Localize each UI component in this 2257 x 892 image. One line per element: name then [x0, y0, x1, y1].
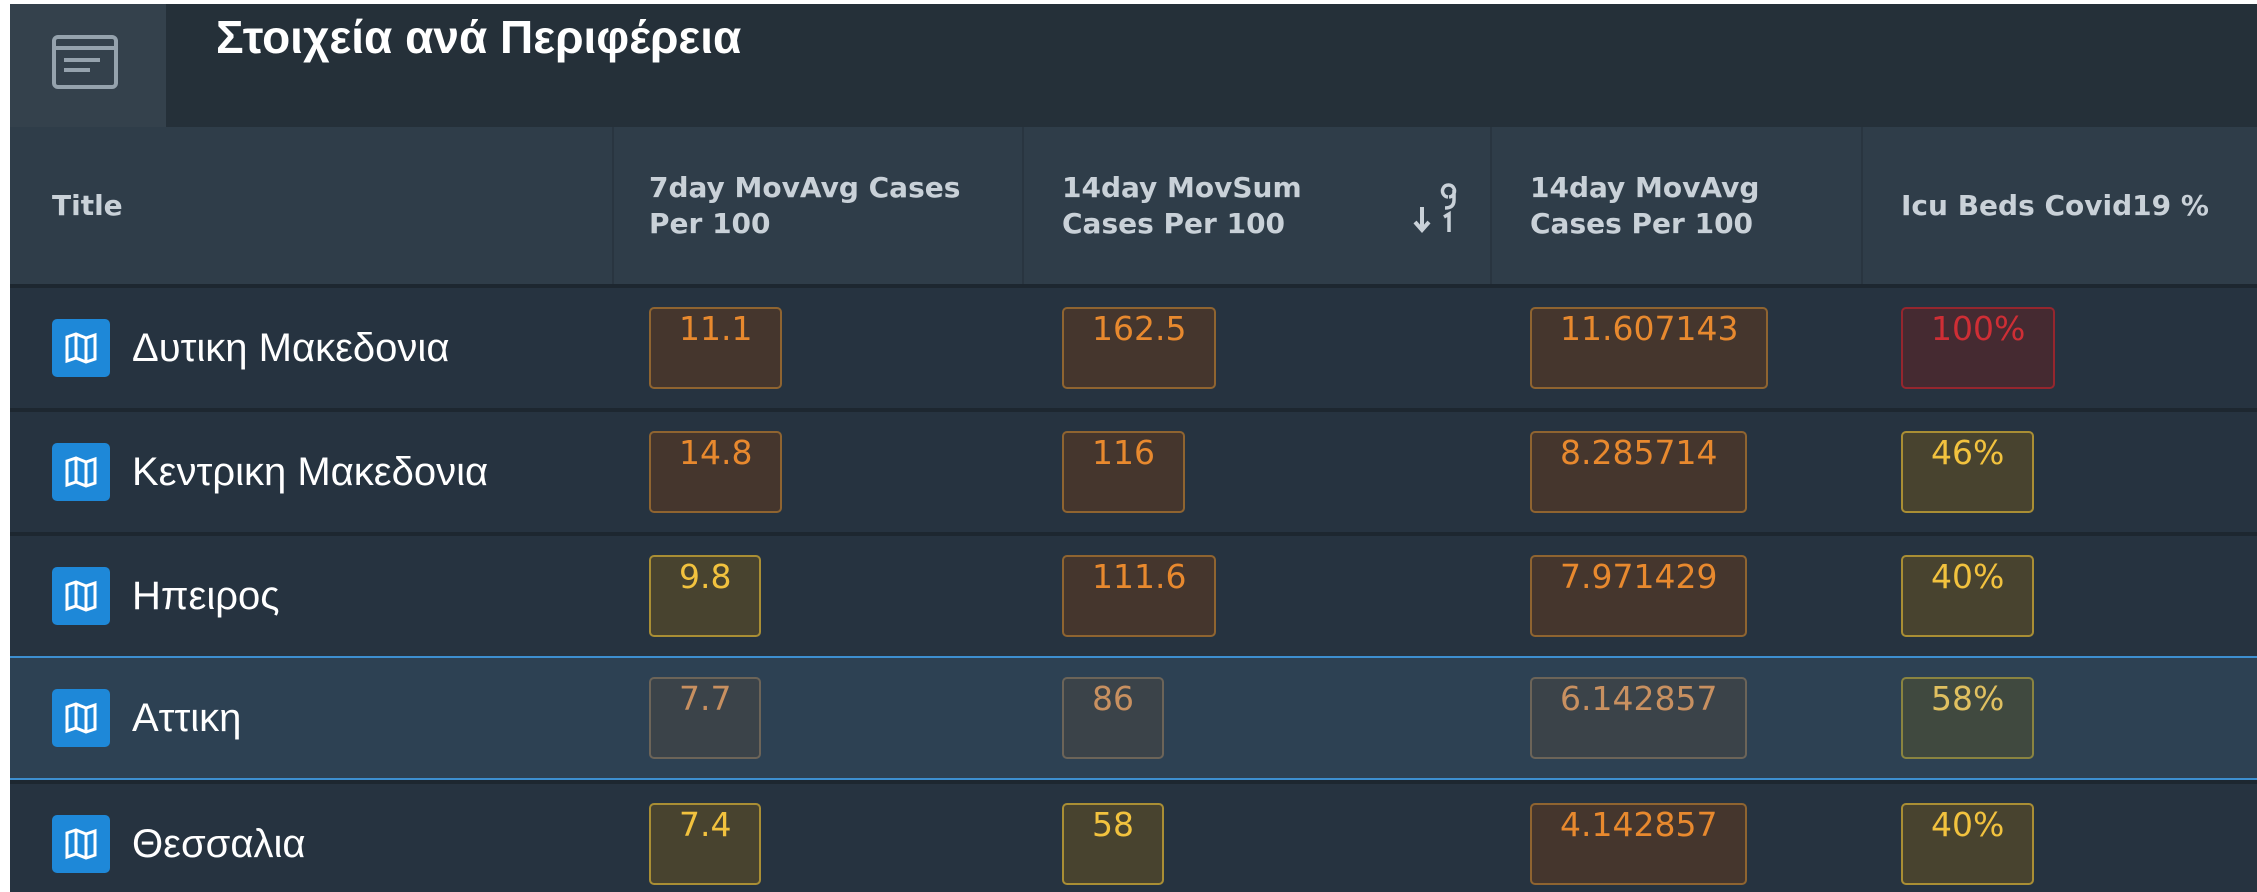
region-name[interactable]: Ηπειρος — [132, 573, 280, 618]
separator — [1022, 127, 1024, 284]
table-header: Title 7day MovAvg Cases Per 100 14day Mo… — [10, 127, 2257, 284]
map-icon — [52, 815, 110, 873]
value-badge: 100% — [1901, 307, 2056, 389]
value-badge: 11.607143 — [1530, 307, 1769, 389]
separator — [612, 127, 614, 284]
widget-icon[interactable] — [10, 4, 166, 127]
value-badge: 11.1 — [649, 307, 783, 389]
value-badge: 86 — [1062, 677, 1164, 759]
value-badge: 162.5 — [1062, 307, 1217, 389]
value-badge: 116 — [1062, 431, 1185, 513]
column-header[interactable]: 7day MovAvg Cases Per 100 — [649, 170, 961, 240]
region-cell: Κεντρικη Μακεδονια — [52, 412, 488, 532]
separator — [1490, 127, 1492, 284]
region-cell: Θεσσαλια — [52, 784, 305, 892]
map-icon — [52, 567, 110, 625]
table-row[interactable]: Αττικη 7.7 86 6.142857 58% — [10, 656, 2257, 780]
value-badge: 6.142857 — [1530, 677, 1748, 759]
value-badge: 58 — [1062, 803, 1164, 885]
map-icon — [52, 689, 110, 747]
top-bar: Στοιχεία ανά Περιφέρεια — [10, 4, 2257, 127]
title: Στοιχεία ανά Περιφέρεια — [216, 11, 742, 63]
map-icon — [52, 319, 110, 377]
value-badge: 58% — [1901, 677, 2035, 759]
icon — [52, 35, 118, 89]
column-header[interactable]: Title — [52, 188, 123, 222]
map-icon — [52, 443, 110, 501]
value-badge: 9.8 — [649, 555, 762, 637]
table-row[interactable]: Κεντρικη Μακεδονια 14.8 116 8.285714 46% — [10, 408, 2257, 532]
value-badge: 8.285714 — [1530, 431, 1748, 513]
column-header[interactable]: Icu Beds Covid19 % — [1901, 188, 2209, 222]
table-row[interactable]: Ηπειρος 9.8 111.6 7.971429 40% — [10, 532, 2257, 656]
value-badge: 40% — [1901, 555, 2035, 637]
separator — [1861, 127, 1863, 284]
region-name[interactable]: Δυτικη Μακεδονια — [132, 325, 450, 370]
value-badge: 111.6 — [1062, 555, 1217, 637]
region-cell: Ηπειρος — [52, 536, 279, 656]
region-name[interactable]: Αττικη — [132, 695, 242, 740]
app: Στοιχεία ανά Περιφέρεια Title 7day MovAv… — [10, 4, 2257, 892]
value-badge: 46% — [1901, 431, 2035, 513]
value-badge: 4.142857 — [1530, 803, 1748, 885]
value-badge: 7.4 — [649, 803, 762, 885]
region-name[interactable]: Κεντρικη Μακεδονια — [132, 449, 489, 494]
value-badge: 14.8 — [649, 431, 783, 513]
column-header[interactable]: 14day MovAvg Cases Per 100 — [1530, 170, 1760, 240]
region-cell: Αττικη — [52, 658, 241, 778]
value-badge: 40% — [1901, 803, 2035, 885]
region-name[interactable]: Θεσσαλια — [132, 821, 306, 866]
table-row[interactable]: Θεσσαλια 7.4 58 4.142857 40% — [10, 780, 2257, 892]
column-header[interactable]: 14day MovSum Cases Per 100 — [1062, 170, 1302, 240]
region-cell: Δυτικη Μακεδονια — [52, 288, 449, 408]
value-badge: 7.7 — [649, 677, 762, 759]
table-row[interactable]: Δυτικη Μακεδονια 11.1 162.5 11.607143 100% — [10, 284, 2257, 408]
value-badge: 7.971429 — [1530, 555, 1748, 637]
sort-icon[interactable] — [1410, 177, 1460, 237]
